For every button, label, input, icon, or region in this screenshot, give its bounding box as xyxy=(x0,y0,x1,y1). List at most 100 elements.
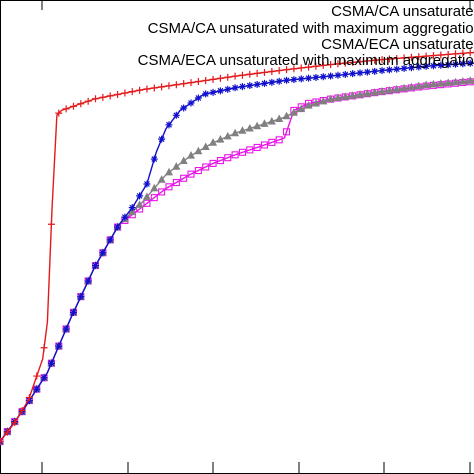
star-marker xyxy=(327,72,335,80)
triangle-marker xyxy=(201,142,210,151)
triangle-marker xyxy=(150,183,159,192)
triangle-marker xyxy=(142,192,151,200)
star-marker xyxy=(92,262,100,270)
square-marker xyxy=(150,194,158,202)
triangle-marker xyxy=(238,126,247,134)
square-marker xyxy=(172,178,180,187)
plus-marker xyxy=(260,68,268,76)
square-marker xyxy=(231,151,239,159)
plus-marker xyxy=(371,56,379,64)
plus-marker xyxy=(209,75,217,83)
plus-marker xyxy=(319,61,327,69)
plus-marker xyxy=(238,71,246,79)
plus-marker xyxy=(92,95,100,103)
triangle-marker xyxy=(164,167,174,176)
star-marker xyxy=(371,67,379,75)
star-marker xyxy=(209,88,217,96)
triangle-marker xyxy=(172,162,181,170)
star-marker xyxy=(84,277,92,285)
star-marker xyxy=(202,90,210,98)
star-marker xyxy=(466,59,474,67)
star-marker xyxy=(77,293,85,301)
plus-marker xyxy=(40,344,48,352)
triangle-marker xyxy=(245,123,254,132)
star-marker xyxy=(62,325,70,333)
plus-marker xyxy=(437,51,445,59)
triangle-marker xyxy=(429,79,438,88)
square-marker xyxy=(143,199,151,207)
triangle-marker xyxy=(458,77,467,85)
star-marker xyxy=(260,79,268,87)
triangle-marker xyxy=(157,175,166,183)
plus-marker xyxy=(99,93,107,101)
triangle-marker xyxy=(378,87,387,95)
star-marker xyxy=(55,342,63,350)
star-marker xyxy=(341,70,349,78)
plus-marker xyxy=(84,97,92,105)
plus-marker xyxy=(400,54,408,62)
square-marker xyxy=(165,183,173,191)
plus-marker xyxy=(33,372,41,380)
square-marker xyxy=(268,138,276,146)
triangle-marker xyxy=(348,91,357,99)
plus-marker xyxy=(128,88,136,96)
star-marker xyxy=(40,374,48,382)
star-marker xyxy=(165,121,173,129)
star-marker xyxy=(224,85,232,93)
plus-marker xyxy=(194,78,202,86)
triangle-marker xyxy=(400,83,409,92)
star-marker xyxy=(238,83,246,91)
star-marker xyxy=(452,60,460,68)
triangle-marker xyxy=(319,96,328,105)
star-marker xyxy=(422,62,430,70)
square-marker xyxy=(260,141,269,149)
plus-marker xyxy=(18,407,26,415)
triangle-marker xyxy=(289,108,298,116)
triangle-marker xyxy=(282,111,291,120)
star-marker xyxy=(400,64,408,72)
plus-marker xyxy=(444,50,452,58)
star-marker xyxy=(114,223,122,231)
star-marker xyxy=(180,104,188,112)
star-marker xyxy=(33,385,41,393)
star-marker xyxy=(246,82,254,90)
star-marker xyxy=(283,76,291,84)
square-marker xyxy=(187,170,195,178)
plus-marker xyxy=(327,61,335,69)
square-marker xyxy=(180,174,188,182)
plus-marker xyxy=(172,81,180,89)
triangle-marker xyxy=(466,76,474,84)
star-marker xyxy=(150,155,158,163)
star-marker xyxy=(106,236,114,244)
plus-marker xyxy=(363,57,371,65)
plus-marker xyxy=(378,56,386,64)
triangle-marker xyxy=(407,82,416,91)
plus-marker xyxy=(312,62,320,70)
plus-marker xyxy=(393,54,401,62)
plus-marker xyxy=(11,418,19,426)
plot-area xyxy=(0,49,474,446)
star-marker xyxy=(349,70,357,78)
triangle-marker xyxy=(275,114,284,123)
star-marker xyxy=(393,65,401,73)
plus-marker xyxy=(422,52,430,60)
series-line xyxy=(0,51,474,443)
plus-marker xyxy=(136,86,144,94)
plus-marker xyxy=(62,105,70,113)
square-marker xyxy=(275,136,283,144)
plus-marker xyxy=(385,55,393,63)
square-marker xyxy=(282,128,291,136)
triangle-marker xyxy=(333,93,342,102)
plus-marker xyxy=(187,79,195,87)
plus-marker xyxy=(150,84,158,92)
plus-marker xyxy=(216,74,224,82)
triangle-marker xyxy=(414,81,423,90)
triangle-marker xyxy=(444,78,453,87)
legend-label: CSMA/ECA unsaturated with maximum aggreg… xyxy=(138,52,474,69)
triangle-marker xyxy=(186,151,196,159)
plus-marker xyxy=(165,82,173,90)
triangle-marker xyxy=(385,85,394,94)
